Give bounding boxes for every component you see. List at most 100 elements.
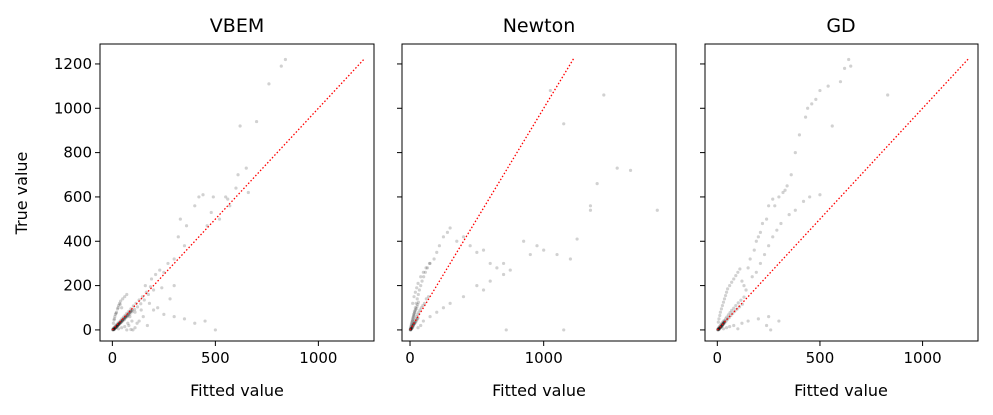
data-point [409,324,413,329]
data-point [421,319,425,323]
data-point [112,317,117,321]
data-point [147,301,152,305]
data-point [417,310,421,314]
data-point [411,316,415,320]
data-point [718,313,722,318]
data-point [787,213,791,217]
plot-area [716,57,970,332]
data-point [721,320,725,324]
data-point [111,321,115,325]
data-point [721,300,726,304]
data-point [781,190,785,195]
data-point [718,326,722,330]
data-point [425,266,429,270]
data-point [736,327,740,331]
data-point [416,326,420,330]
data-point [740,321,744,325]
data-point [475,283,479,288]
y-tick-label: 1200 [54,55,92,73]
data-point [808,195,812,199]
data-point [139,308,143,312]
data-point [548,88,552,93]
data-point [130,319,134,323]
data-point [172,257,176,261]
data-point [717,327,721,331]
y-axis-label: True value [12,152,31,236]
data-point [414,317,418,321]
data-point [182,317,187,321]
data-point [283,57,288,62]
data-point [236,173,240,177]
data-point [415,305,419,309]
data-point [803,115,808,119]
panel-newton: Newton Fitted value 0 1000 [397,15,677,400]
data-point [468,244,472,248]
x-axis-label: Fitted value [492,381,586,400]
data-point [149,277,154,281]
data-point [783,188,787,192]
data-point [267,82,271,86]
data-point [412,309,417,313]
data-point [160,286,164,290]
data-point [209,210,213,215]
data-point [120,326,124,330]
data-point [432,257,436,261]
data-point [279,64,283,68]
data-point [123,295,127,299]
data-point [224,195,228,199]
data-point [734,303,738,308]
data-point [122,317,126,321]
data-point [771,235,775,239]
y-tick-label: 600 [63,188,92,206]
data-point [779,221,783,226]
x-tick-label: 0 [713,349,723,367]
data-point [126,314,130,318]
data-point [528,252,532,257]
data-point [162,312,166,316]
data-point [602,93,606,97]
data-point [238,124,242,128]
data-point [769,328,773,332]
data-point [725,315,729,319]
data-point [764,323,769,328]
data-point [615,166,619,170]
data-point [441,306,446,310]
data-point [410,318,415,322]
data-point [728,311,732,315]
reference-line [111,57,366,331]
y-tick-label: 1000 [54,99,92,117]
data-point [127,311,131,315]
data-point [789,173,793,177]
data-point [112,318,116,322]
data-point [137,298,141,302]
data-point [151,308,156,312]
data-point [142,298,146,302]
data-point [201,193,205,197]
data-point [723,293,728,298]
data-point [758,261,763,266]
data-point [118,322,122,326]
data-point [422,275,426,279]
data-point [115,324,119,328]
data-point [427,261,432,266]
x-tick-label: 0 [108,349,118,367]
data-point [849,64,853,68]
data-point [168,297,172,301]
data-point [113,312,118,316]
data-point [412,311,416,315]
data-point [767,315,771,319]
data-point [113,315,117,319]
data-point [217,217,222,221]
data-point [416,281,420,285]
data-point [742,283,746,288]
data-point [441,235,446,239]
data-point [139,302,143,306]
data-point [435,310,439,314]
data-point [129,327,133,332]
data-point [116,306,120,310]
data-point [125,313,129,318]
data-point [226,197,230,201]
x-tick-label: 1000 [299,349,337,367]
data-point [113,326,117,331]
panel-gd: GD Fitted value 0 500 1000 [700,15,979,400]
